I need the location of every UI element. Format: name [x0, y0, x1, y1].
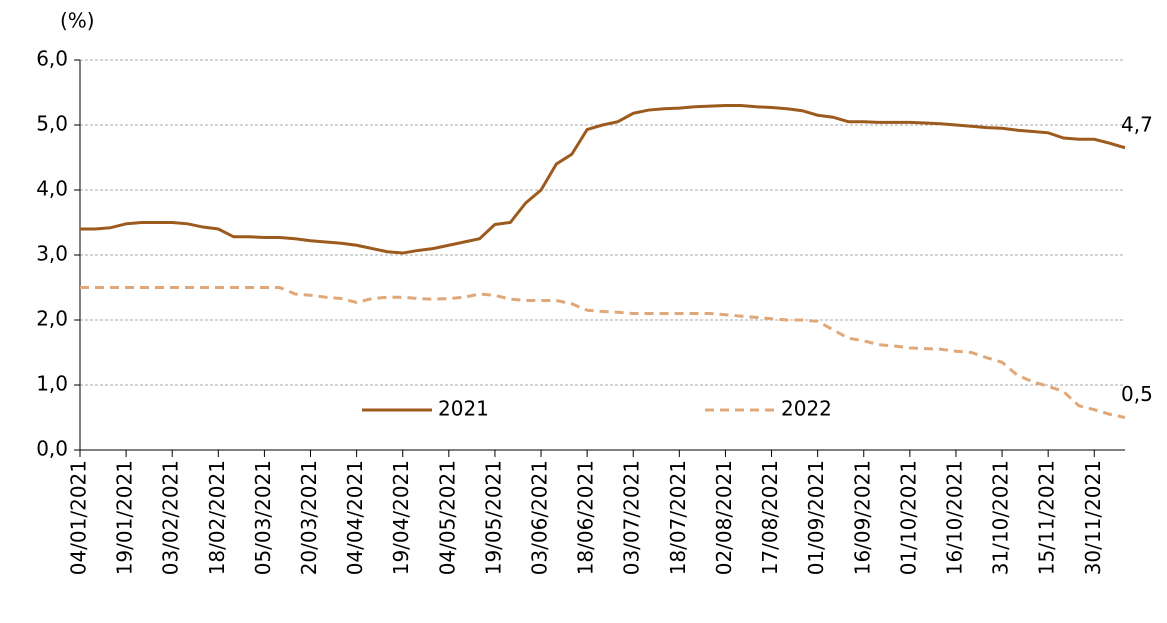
- x-tick-label: 03/02/2021: [159, 460, 183, 575]
- x-tick-label: 18/06/2021: [574, 460, 598, 575]
- x-tick-label: 19/05/2021: [481, 460, 505, 575]
- y-tick-label: 5,0: [36, 112, 68, 136]
- y-tick-label: 6,0: [36, 47, 68, 71]
- x-tick-label: 03/07/2021: [620, 460, 644, 575]
- y-axis-label: (%): [60, 9, 95, 33]
- legend-label: 2021: [438, 397, 489, 421]
- series-line: [80, 104, 1126, 255]
- x-tick-label: 15/11/2021: [1035, 460, 1059, 575]
- x-tick-label: 19/04/2021: [389, 460, 413, 575]
- x-tick-label: 01/10/2021: [896, 460, 920, 575]
- x-tick-label: 04/05/2021: [435, 460, 459, 575]
- y-tick-label: 2,0: [36, 307, 68, 331]
- y-tick-label: 3,0: [36, 242, 68, 266]
- x-tick-label: 18/02/2021: [205, 460, 229, 575]
- x-tick-label: 20/03/2021: [297, 460, 321, 575]
- series-line: [80, 286, 1126, 419]
- x-tick-label: 16/10/2021: [942, 460, 966, 575]
- x-tick-label: 05/03/2021: [251, 460, 275, 575]
- x-tick-label: 04/04/2021: [343, 460, 367, 575]
- x-tick-label: 31/10/2021: [989, 460, 1013, 575]
- x-tick-label: 17/08/2021: [758, 460, 782, 575]
- x-tick-label: 30/11/2021: [1081, 460, 1105, 575]
- y-tick-label: 0,0: [36, 437, 68, 461]
- x-tick-label: 18/07/2021: [666, 460, 690, 575]
- end-label: 4,7: [1121, 112, 1153, 136]
- end-label: 0,5: [1121, 382, 1153, 406]
- x-tick-label: 16/09/2021: [850, 460, 874, 575]
- x-tick-label: 01/09/2021: [804, 460, 828, 575]
- x-tick-label: 03/06/2021: [528, 460, 552, 575]
- x-tick-label: 02/08/2021: [712, 460, 736, 575]
- y-tick-label: 1,0: [36, 372, 68, 396]
- x-tick-label: 04/01/2021: [67, 460, 91, 575]
- y-tick-label: 4,0: [36, 177, 68, 201]
- legend-label: 2022: [781, 397, 832, 421]
- x-tick-label: 19/01/2021: [113, 460, 137, 575]
